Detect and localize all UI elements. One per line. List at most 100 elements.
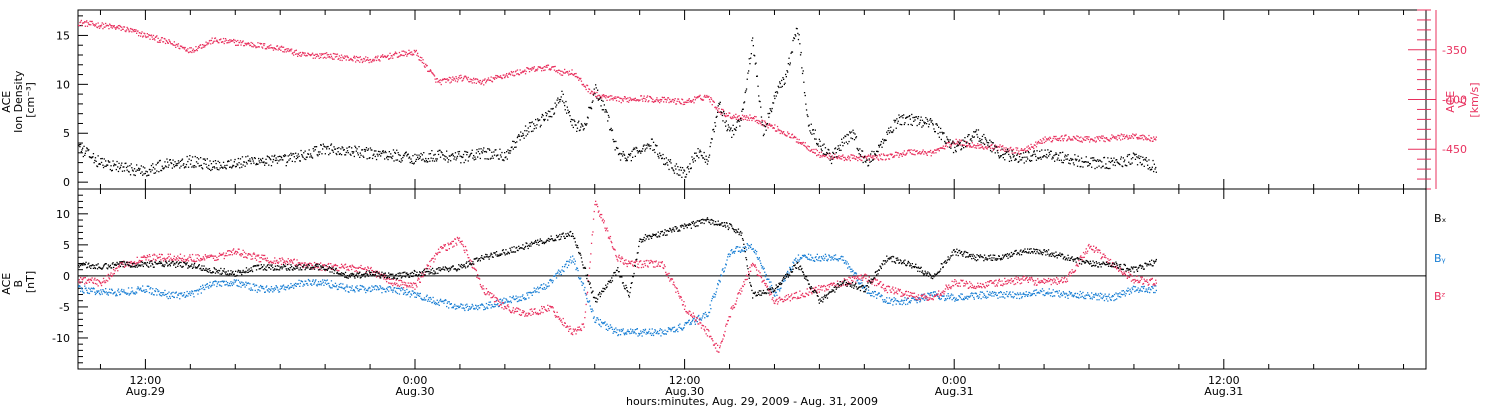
point [1031,146,1033,148]
point [353,289,355,292]
point [109,161,111,163]
point [373,153,375,155]
point [359,156,361,158]
point [891,153,893,155]
point [222,280,224,282]
point [669,159,672,161]
point [855,158,857,160]
point [1143,165,1145,167]
point [107,160,109,162]
point [477,156,479,158]
point [1064,135,1066,137]
point [138,287,140,289]
point [611,97,614,100]
point [107,164,109,166]
point [603,109,605,111]
point [702,99,705,101]
point [529,125,531,127]
point [552,66,554,68]
point [231,283,233,285]
point [302,285,304,287]
point [639,333,641,335]
point [246,42,248,44]
point [721,275,723,277]
point [1019,153,1021,155]
point [756,122,758,124]
point [80,151,82,153]
point [565,263,567,265]
point [264,164,266,166]
point [201,288,203,290]
point [434,301,436,304]
point [1015,294,1017,296]
point [999,296,1001,298]
point [681,167,684,169]
point [115,28,117,30]
point [139,32,141,34]
point [902,117,904,119]
point [1040,142,1042,144]
point [662,330,664,332]
point [474,156,476,158]
point [426,64,428,67]
point [909,115,911,117]
point [577,76,579,78]
point [1023,149,1025,151]
point [144,167,146,169]
point [508,301,510,303]
point [118,266,120,268]
point [361,285,363,287]
point [531,66,533,69]
point [729,116,732,118]
point [278,47,280,49]
point [921,126,923,128]
point [439,79,442,81]
point [428,70,430,73]
point [215,280,217,283]
point [702,313,705,315]
point [911,153,913,155]
point [753,118,755,120]
point [1140,290,1142,292]
point [546,66,548,68]
point [1080,140,1083,142]
bottom-left-tick-label: -5 [59,301,70,314]
point [1119,135,1121,137]
point [1018,297,1021,300]
point [702,157,705,159]
point [979,293,981,296]
point [752,248,754,250]
point [735,126,738,129]
point [1123,134,1125,136]
point [1110,157,1112,159]
point [337,58,339,60]
point [412,53,414,55]
point [816,144,818,146]
point [810,259,812,261]
point [1020,297,1023,299]
point [860,279,862,281]
point [1034,289,1036,291]
point [1155,289,1157,292]
point [435,78,438,80]
point [863,290,866,292]
point [661,99,663,101]
point [911,113,913,116]
point [86,289,88,291]
point [639,150,641,153]
point [760,262,762,264]
point [613,330,615,333]
point [727,114,729,117]
point [457,151,459,153]
point [425,299,427,301]
point [1111,295,1114,297]
point [707,96,709,98]
point [128,171,130,173]
point [87,292,89,294]
point [718,279,720,282]
point [351,285,353,287]
point [1103,137,1106,139]
point [174,44,176,47]
point [530,130,533,133]
point [1141,290,1143,292]
